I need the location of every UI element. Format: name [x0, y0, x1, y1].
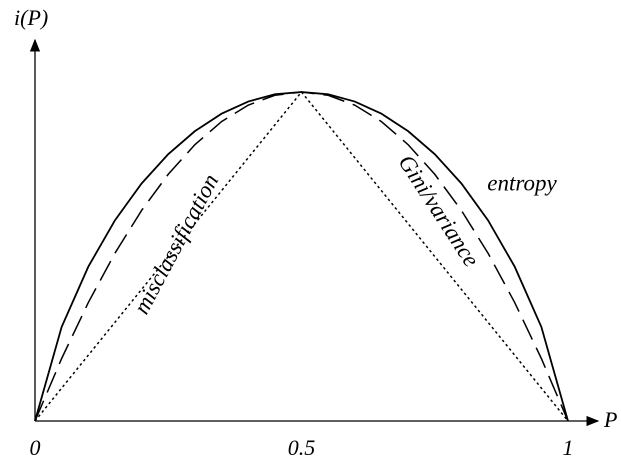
series-label: misclassification	[129, 170, 224, 318]
line	[34, 91, 569, 422]
y-axis-label: i(P)	[14, 5, 48, 30]
x-tick-label: 1	[563, 435, 574, 460]
line	[34, 90, 569, 422]
x-tick-label: 0	[30, 435, 41, 460]
line	[34, 91, 569, 422]
series-label: entropy	[487, 170, 557, 195]
x-axis-label: P	[603, 407, 617, 432]
x-tick-label: 0.5	[288, 435, 316, 460]
series-label: Gini/variance	[394, 150, 485, 271]
